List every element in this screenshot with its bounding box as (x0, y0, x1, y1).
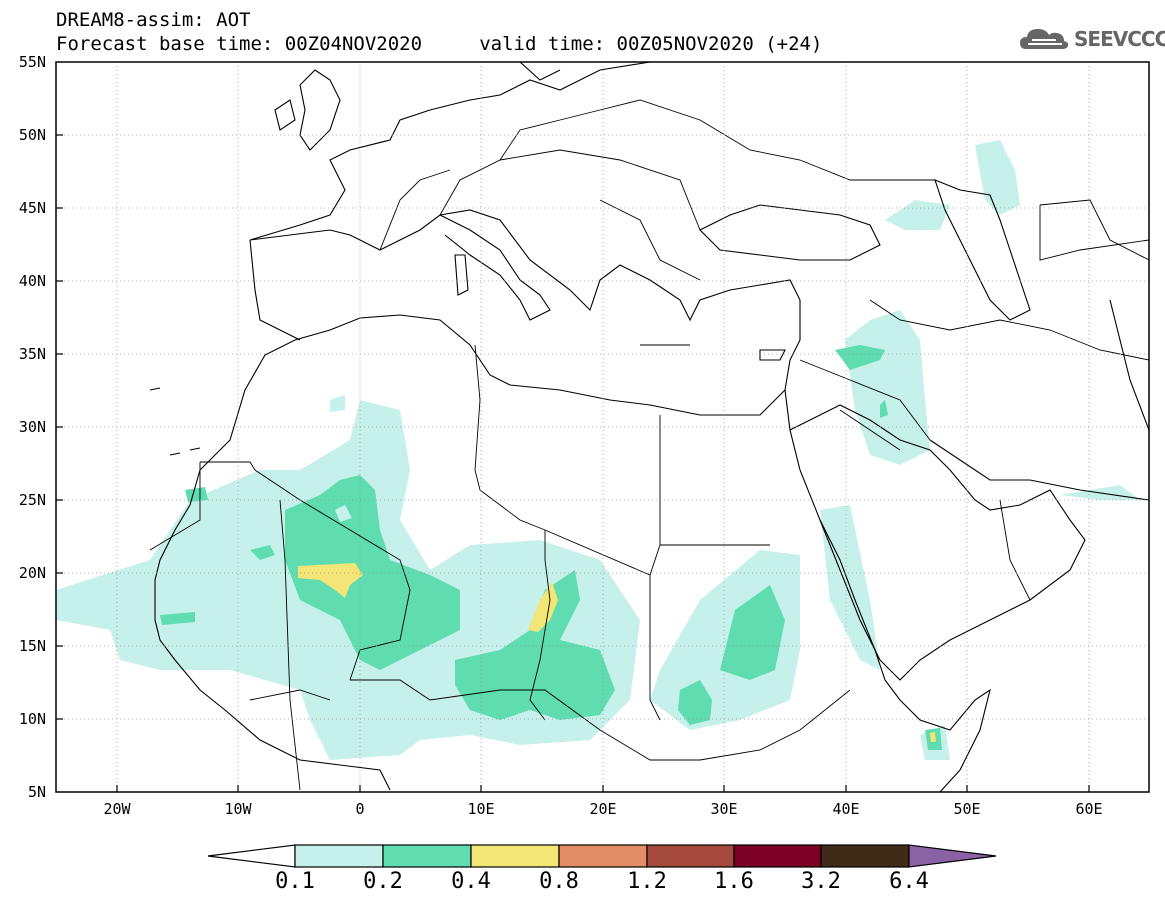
colorbar (207, 844, 997, 868)
aot-level-0.4 (298, 563, 936, 742)
lon-label: 50E (953, 800, 981, 818)
colorbar-label: 1.2 (627, 869, 667, 894)
colorbar-low-arrow (207, 844, 296, 868)
lon-label: 20E (589, 800, 617, 818)
lat-label: 55N (18, 53, 46, 71)
lat-label: 5N (27, 783, 46, 801)
lon-label: 0 (355, 800, 365, 818)
lat-label: 20N (18, 564, 46, 582)
colorbar-label: 3.2 (801, 869, 841, 894)
colorbar-segment-4 (558, 844, 648, 868)
colorbar-label: 1.6 (714, 869, 754, 894)
forecast-time-subtitle: Forecast base time: 00Z04NOV2020 valid t… (56, 33, 823, 55)
colorbar-segment-7 (820, 844, 910, 868)
lon-label: 30E (710, 800, 738, 818)
lat-label: 15N (18, 637, 46, 655)
lat-label: 40N (18, 272, 46, 290)
lat-label: 30N (18, 418, 46, 436)
colorbar-label: 0.4 (451, 869, 491, 894)
colorbar-label: 0.8 (539, 869, 579, 894)
seevccc-logo: SEEVCCC (1018, 24, 1165, 54)
colorbar-label: 6.4 (889, 869, 929, 894)
map-gridlines (56, 62, 1149, 792)
lon-label: 10W (224, 800, 252, 818)
colorbar-segment-6 (733, 844, 822, 868)
axis-ticks (56, 134, 1090, 792)
lon-label: 60E (1075, 800, 1103, 818)
colorbar-segment-1 (294, 844, 384, 868)
lon-label: 40E (832, 800, 860, 818)
colorbar-high-arrow (908, 844, 997, 868)
colorbar-segment-3 (470, 844, 560, 868)
lat-label: 25N (18, 491, 46, 509)
colorbar-label: 0.2 (363, 869, 403, 894)
logo-text: SEEVCCC (1074, 27, 1165, 51)
lon-label: 10E (467, 800, 495, 818)
lat-label: 10N (18, 710, 46, 728)
colorbar-segment-2 (382, 844, 472, 868)
aot-level-0.2 (160, 345, 942, 750)
lat-label: 45N (18, 199, 46, 217)
map-title: DREAM8-assim: AOT (56, 9, 251, 31)
lon-label: 20W (103, 800, 131, 818)
coastlines (149, 62, 1149, 792)
colorbar-label: 0.1 (275, 869, 315, 894)
colorbar-segment-5 (646, 844, 735, 868)
lat-label: 35N (18, 345, 46, 363)
lat-label: 50N (18, 126, 46, 144)
country-borders (149, 99, 1149, 791)
cloud-logo-icon (1020, 29, 1069, 49)
aot-contours (56, 140, 1140, 760)
